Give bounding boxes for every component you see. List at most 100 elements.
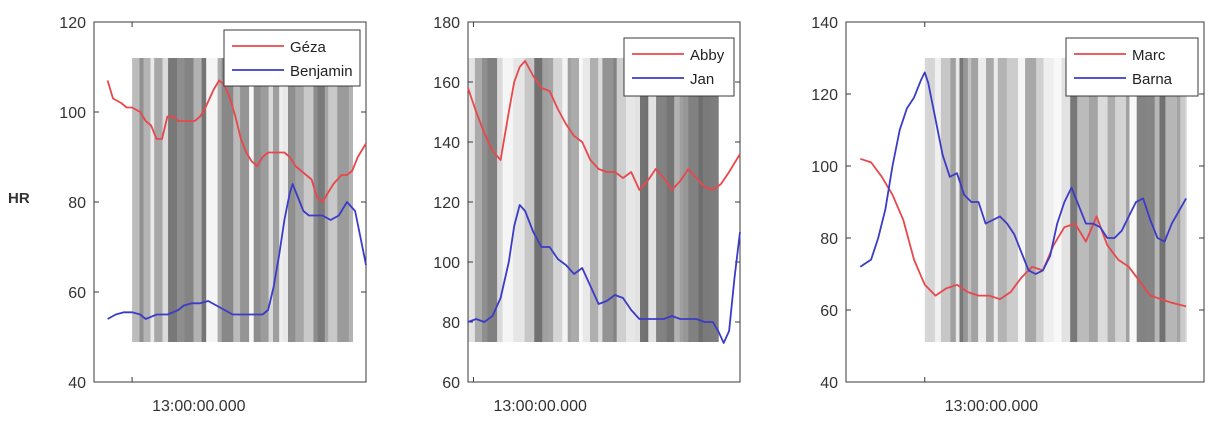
y-tick-label: 120 <box>811 87 838 104</box>
y-tick-label: 100 <box>59 105 86 122</box>
series-line-benjamin <box>107 183 367 320</box>
background-shade-strip <box>978 58 987 342</box>
y-tick-label: 60 <box>68 285 86 302</box>
background-shade-strip <box>288 58 296 342</box>
background-shade-strip <box>487 58 498 342</box>
background-shade-strip <box>963 58 969 342</box>
x-tick-label: 13:00:00.000 <box>945 398 1039 415</box>
background-shade-strip <box>193 58 203 342</box>
background-shade-strip <box>1036 58 1045 342</box>
background-shade-strip <box>553 58 563 342</box>
background-shade-strip <box>1006 58 1019 342</box>
y-axis-label: HR <box>8 190 30 207</box>
background-shade-strip <box>702 58 713 342</box>
background-shade-strip <box>497 58 504 342</box>
y-tick-label: 140 <box>811 15 838 32</box>
background-shade-strip <box>679 58 684 342</box>
background-shade-strip <box>590 58 599 342</box>
background-shade-strip <box>143 58 152 342</box>
background-shade-strip <box>718 58 719 342</box>
background-shade-strip <box>602 58 615 342</box>
y-tick-label: 80 <box>442 315 460 332</box>
background-shade-strip <box>1025 58 1037 342</box>
background-shade-strip <box>502 58 514 342</box>
background-shade-strip <box>567 58 572 342</box>
chart-panel-2: 60 80 100 120 140 160 180 13:00:00.000 Abby Jan <box>433 15 741 415</box>
background-shade-strip <box>562 58 569 342</box>
background-shade-strip <box>950 58 957 342</box>
background-shade-strip <box>1018 58 1026 342</box>
background-shade-strip <box>1126 58 1131 342</box>
background-shade-strip <box>997 58 1008 342</box>
background-shade-strip <box>635 58 641 342</box>
background-shade-strip <box>201 58 207 342</box>
legend-label: Abby <box>690 47 725 64</box>
y-tick-label: 180 <box>433 15 460 32</box>
background-shade-strip <box>640 58 646 342</box>
x-tick-label: 13:00:00.000 <box>152 398 246 415</box>
series-line-abby <box>467 60 741 191</box>
background-shade-strip <box>570 58 580 342</box>
series-line-géza <box>106 79 367 203</box>
background-shade-strip <box>993 58 999 342</box>
y-tick-label: 60 <box>442 375 460 392</box>
y-tick-label: 80 <box>68 195 86 212</box>
series-line-barna <box>859 71 1187 275</box>
background-shade-strip <box>154 58 164 342</box>
y-tick-label: 100 <box>811 159 838 176</box>
background-shade-strip <box>1070 58 1078 342</box>
background-shade-strip <box>282 58 289 342</box>
background-shade-strip <box>582 58 591 342</box>
background-shade-strip <box>1154 58 1161 342</box>
background-shade-strip <box>184 58 195 342</box>
background-shade-strip <box>1089 58 1099 342</box>
series-line-marc <box>860 157 1187 308</box>
background-shade-strip <box>468 58 476 342</box>
legend-label: Benjamin <box>290 63 353 80</box>
background-shade-strip <box>934 58 942 342</box>
background-shade-strip <box>534 58 543 342</box>
background-shade-strip <box>474 58 483 342</box>
background-shade-strip <box>268 58 274 342</box>
background-shade-strip <box>132 58 141 342</box>
background-shade-strip <box>513 58 526 342</box>
legend-label: Marc <box>1132 47 1166 64</box>
y-tick-label: 40 <box>68 375 86 392</box>
legend-box <box>623 37 735 97</box>
background-shade-strip <box>317 58 326 342</box>
legend-label: Géza <box>290 39 327 56</box>
background-shade-strip <box>656 58 668 342</box>
background-shade-strip <box>924 58 929 342</box>
background-shade-strip <box>168 58 178 342</box>
background-shade-strip <box>613 58 618 342</box>
background-shade-strip <box>524 58 535 342</box>
background-shade-strip <box>1115 58 1127 342</box>
background-shade-strip <box>260 58 270 342</box>
background-shade-strip <box>940 58 951 342</box>
legend-label: Jan <box>690 71 714 88</box>
background-shade-strip <box>644 58 649 342</box>
background-shade-strip <box>1177 58 1181 342</box>
background-shade-strip <box>666 58 675 342</box>
background-shade-strip <box>674 58 681 342</box>
background-shade-strip <box>162 58 169 342</box>
background-shade-strip <box>273 58 280 342</box>
y-tick-label: 40 <box>820 375 838 392</box>
background-shade-strip <box>279 58 284 342</box>
background-shade-strip <box>1053 58 1063 342</box>
background-shade-strip <box>249 58 255 342</box>
background-shade-strip <box>711 58 719 342</box>
background-shade-strip <box>648 58 657 342</box>
background-shade-strip <box>150 58 155 342</box>
legend-box <box>1065 37 1199 97</box>
y-tick-label: 60 <box>820 303 838 320</box>
background-shade-strip <box>313 58 319 342</box>
background-shade-strip <box>139 58 145 342</box>
background-shade-strip <box>1043 58 1055 342</box>
background-shade-strip <box>233 58 241 342</box>
background-shade-strip <box>548 58 554 342</box>
background-shade-strip <box>698 58 704 342</box>
background-shade-strip <box>1159 58 1166 342</box>
background-shade-strip <box>616 58 627 342</box>
